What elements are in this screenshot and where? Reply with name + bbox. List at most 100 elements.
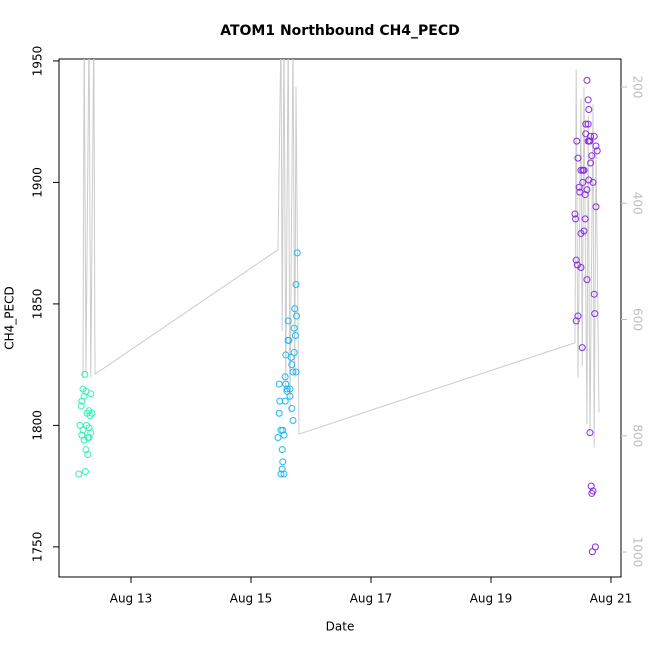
y2-tick-label: 1000 (631, 537, 645, 568)
point (572, 317, 580, 325)
point (289, 368, 297, 376)
point (280, 431, 288, 439)
point (293, 312, 301, 320)
y2-tick-label: 400 (631, 192, 645, 215)
point (573, 137, 581, 145)
y-axis-label: CH4_PECD (3, 286, 17, 349)
point (575, 183, 583, 191)
point (276, 397, 284, 405)
x-tick-label: Aug 19 (470, 592, 513, 606)
point (579, 178, 587, 186)
point (577, 229, 585, 237)
point (291, 331, 299, 339)
point (283, 385, 291, 393)
point (577, 263, 585, 271)
point (277, 470, 285, 478)
point (87, 429, 95, 437)
point (581, 215, 589, 223)
point (83, 421, 91, 429)
point (590, 290, 598, 298)
y-tick-label: 1900 (31, 167, 45, 198)
point (583, 276, 591, 284)
point (578, 344, 586, 352)
point (592, 142, 600, 150)
point (293, 249, 301, 257)
point (88, 409, 96, 417)
point (77, 402, 85, 410)
y-tick-label: 1950 (31, 46, 45, 77)
point (592, 203, 600, 211)
point (85, 424, 93, 432)
point (572, 215, 580, 223)
x-tick-label: Aug 15 (230, 592, 273, 606)
plot-area (75, 59, 601, 556)
point (584, 137, 592, 145)
point (282, 380, 290, 388)
point (574, 312, 582, 320)
y-tick-label: 1850 (31, 289, 45, 320)
y-tick-label: 1750 (31, 532, 45, 563)
x-tick-label: Aug 21 (590, 592, 633, 606)
point (589, 487, 597, 495)
point (588, 152, 596, 160)
x-tick-label: Aug 17 (350, 592, 393, 606)
point (82, 446, 90, 454)
point (292, 368, 300, 376)
point (75, 470, 83, 478)
point (571, 210, 579, 218)
point (284, 317, 292, 325)
point (572, 256, 580, 264)
point (80, 392, 88, 400)
chart-title: ATOM1 Northbound CH4_PECD (220, 23, 460, 39)
point (280, 470, 288, 478)
y2-tick-label: 200 (631, 76, 645, 99)
point (290, 349, 298, 357)
y2-tick-label: 600 (631, 308, 645, 331)
point (289, 417, 297, 425)
pressure-line (82, 59, 600, 448)
point (290, 324, 298, 332)
point (587, 159, 595, 167)
point (278, 446, 286, 454)
point (87, 390, 95, 398)
point (593, 147, 601, 155)
point (286, 392, 294, 400)
point (281, 373, 289, 381)
point (288, 404, 296, 412)
y2-tick-label: 800 (631, 424, 645, 447)
point (583, 76, 591, 84)
point (584, 120, 592, 128)
point (591, 543, 599, 551)
point (587, 482, 595, 490)
point (275, 380, 283, 388)
point (288, 361, 296, 369)
point (588, 548, 596, 556)
point (581, 191, 589, 199)
plot-box (58, 58, 622, 578)
point (582, 120, 590, 128)
point (84, 451, 92, 459)
y-tick-label: 1800 (31, 410, 45, 441)
point (583, 186, 591, 194)
point (81, 468, 89, 476)
x-tick-label: Aug 13 (110, 592, 153, 606)
point (281, 397, 289, 405)
point (79, 426, 87, 434)
point (585, 176, 593, 184)
point (287, 353, 295, 361)
point (590, 132, 598, 140)
point (278, 465, 286, 473)
point (85, 434, 93, 442)
point (279, 458, 287, 466)
point (586, 429, 594, 437)
point (76, 421, 84, 429)
point (579, 166, 587, 174)
point (284, 336, 292, 344)
point (584, 96, 592, 104)
point (292, 280, 300, 288)
point (291, 305, 299, 313)
point (591, 310, 599, 318)
x-axis-label: Date (326, 620, 355, 634)
point (275, 409, 283, 417)
